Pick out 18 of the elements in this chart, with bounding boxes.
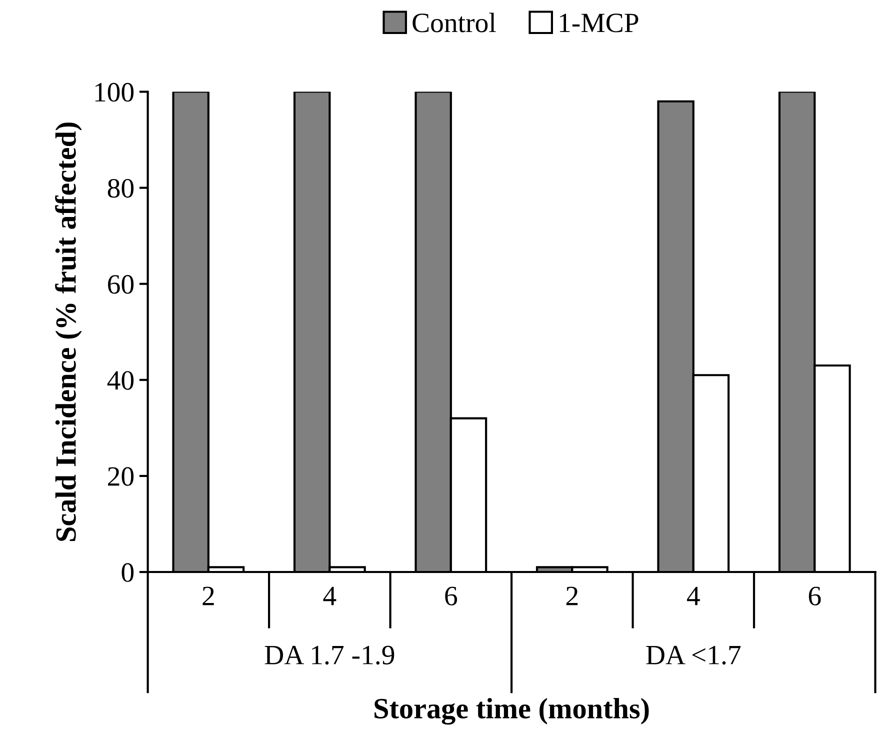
x-tick-label: 6 xyxy=(808,586,821,606)
y-tick-label: 60 xyxy=(108,275,134,294)
x-tick-label: 6 xyxy=(445,586,458,606)
y-tick-label: 100 xyxy=(95,82,134,102)
legend-label: 1-MCP xyxy=(560,14,638,32)
x-tick-label: 2 xyxy=(566,586,578,606)
x-axis-title: Storage time (months) xyxy=(374,698,649,725)
y-tick-label: 20 xyxy=(108,467,134,486)
y-tick-label: 40 xyxy=(107,371,134,390)
x-tick-label: 4 xyxy=(686,586,700,606)
text: DA 1.7 -1.9 xyxy=(264,646,394,665)
legend-label: Control xyxy=(412,12,496,32)
x-tick-label: 4 xyxy=(323,586,336,606)
x-tick-label: 2 xyxy=(202,586,214,606)
y-tick-label: 0 xyxy=(122,563,134,582)
y-axis-title: Scald Incidence (% fruit affected) xyxy=(55,122,82,541)
y-tick-label: 80 xyxy=(108,178,134,198)
text: DA <1.7 xyxy=(646,646,741,665)
